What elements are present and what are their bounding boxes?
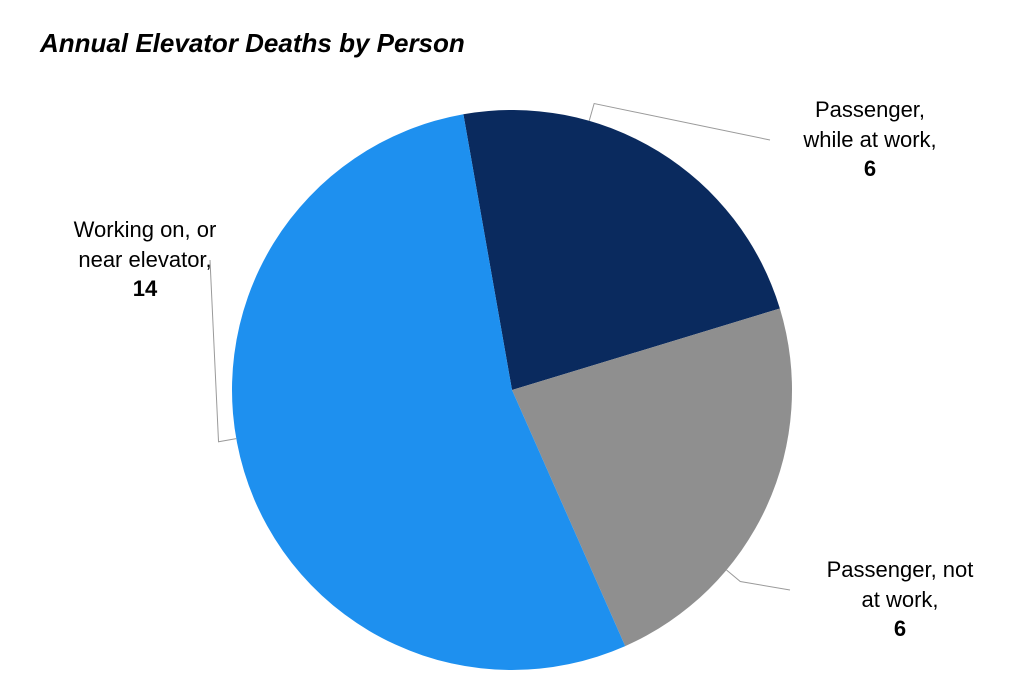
slice-label: Passenger, while at work,6 (770, 95, 970, 184)
slice-label: Passenger, not at work,6 (800, 555, 1000, 644)
slice-value: 6 (800, 614, 1000, 644)
slice-value: 14 (40, 274, 250, 304)
slice-label-line: while at work, (803, 127, 936, 152)
slice-label: Working on, or near elevator,14 (40, 215, 250, 304)
slice-label-line: at work, (861, 587, 938, 612)
slice-label-line: Passenger, not (827, 557, 974, 582)
slice-label-line: near elevator, (78, 247, 211, 272)
slice-label-line: Working on, or (74, 217, 217, 242)
slice-label-line: Passenger, (815, 97, 925, 122)
leader-line (726, 570, 790, 590)
slice-value: 6 (770, 154, 970, 184)
